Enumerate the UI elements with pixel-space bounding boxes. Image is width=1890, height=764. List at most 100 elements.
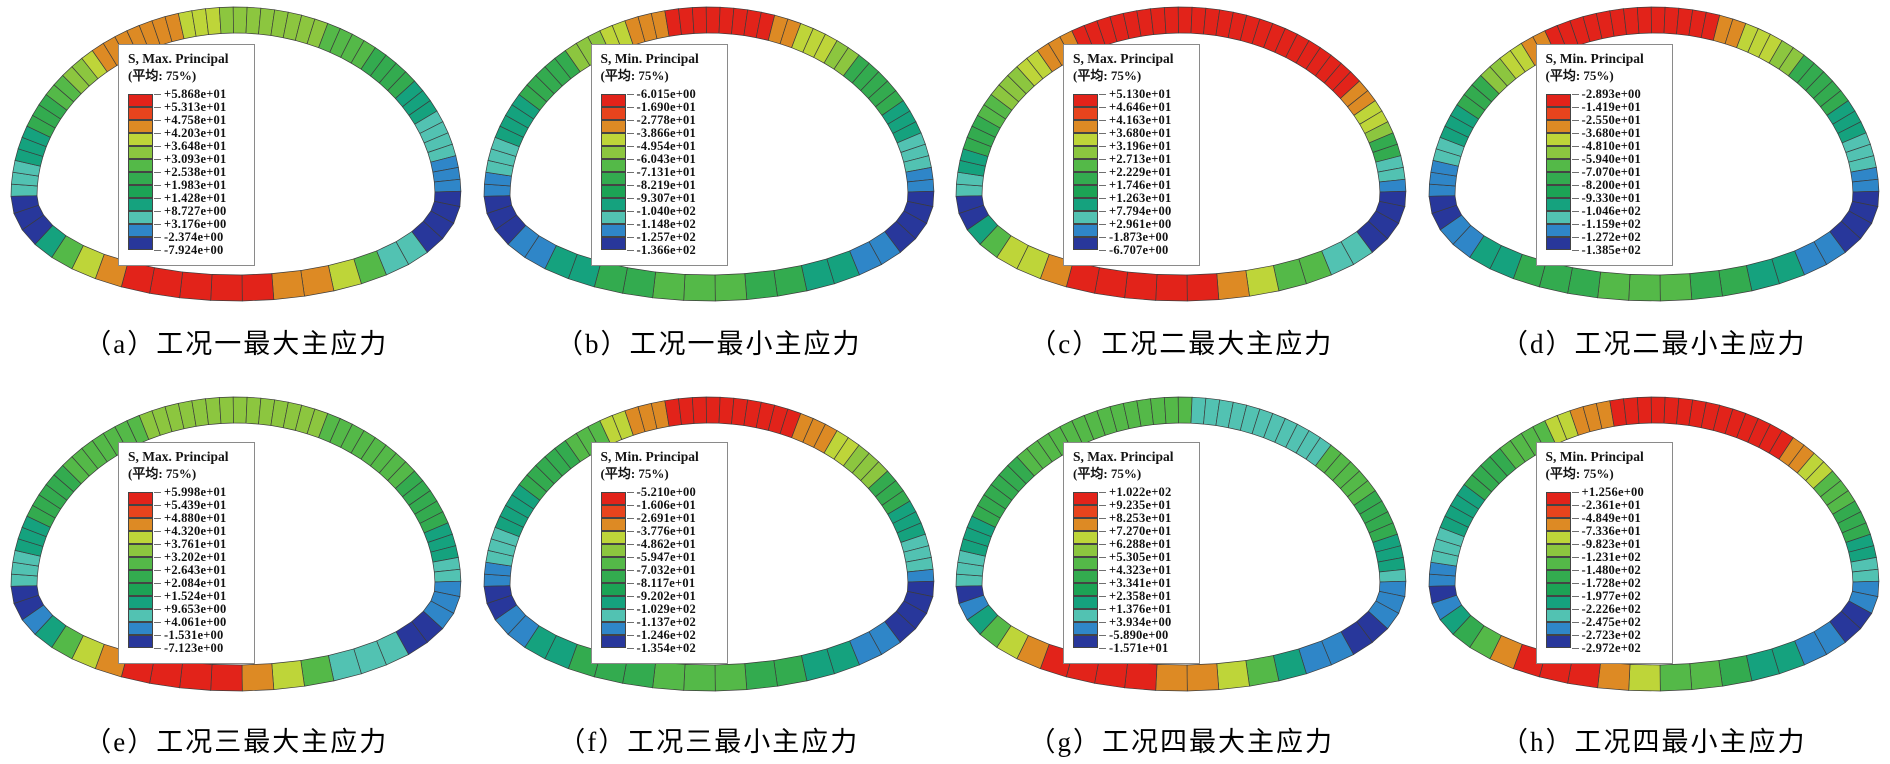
- legend-tick-label: -1.571e+01: [1109, 640, 1169, 655]
- legend-tick-label: -1.137e+02: [636, 614, 696, 629]
- legend-swatch: [1545, 505, 1571, 519]
- legend-tick-mark: [1571, 491, 1579, 493]
- legend-tick-mark: [626, 210, 634, 212]
- lining-element: [210, 664, 243, 692]
- legend-swatch: [1073, 531, 1098, 545]
- lining-element: [743, 270, 778, 300]
- lining-element: [1650, 6, 1665, 34]
- legend-tick: +2.229e+01: [1099, 165, 1171, 179]
- legend-tick: -2.893e+00: [1571, 87, 1641, 101]
- legend-tick: -3.680e+01: [1571, 125, 1641, 140]
- legend-tick: -1.257e+02: [626, 230, 696, 244]
- lining-element: [651, 661, 685, 691]
- panel-b: S, Min. Principal (平均: 75%) -6.015e+00 -1…: [473, 0, 946, 382]
- legend-tick-label: -3.680e+01: [1581, 125, 1641, 140]
- legend-tick-mark: [154, 595, 161, 597]
- legend-tick: -8.200e+01: [1571, 178, 1641, 192]
- legend-tick-mark: [154, 556, 161, 558]
- legend-tick: +1.428e+01: [154, 191, 226, 205]
- legend-tick: -7.924e+00: [154, 243, 223, 257]
- legend-tick: +1.256e+00: [1571, 485, 1644, 499]
- legend-color-scale: +5.998e+01 +5.439e+01 +4.880e+01 +4.320e+01…: [128, 485, 244, 657]
- legend-subtitle: (平均: 75%): [1545, 67, 1614, 83]
- legend-tick: -1.571e+01: [1099, 640, 1169, 655]
- legend-swatch: [1545, 120, 1571, 134]
- legend-tick-label: +3.934e+00: [1109, 614, 1172, 629]
- legend-tick-mark: [1099, 158, 1106, 160]
- legend-tick: -2.550e+01: [1571, 113, 1641, 127]
- legend-tick-mark: [626, 621, 634, 623]
- legend-tick-mark: [1099, 184, 1106, 186]
- legend-tick-mark: [1099, 608, 1106, 610]
- legend-swatch: [128, 94, 153, 108]
- legend-tick-label: -2.475e+02: [1581, 614, 1641, 629]
- caption-c: （c）工况二最大主应力: [1029, 329, 1334, 359]
- lining-element: [10, 585, 39, 604]
- lining-element: [1659, 273, 1692, 302]
- tunnel-contour-h: [1428, 396, 1879, 692]
- legend-swatch: [1073, 107, 1098, 121]
- legend-tick-mark: [1571, 582, 1579, 584]
- legend-tick: +2.084e+01: [154, 575, 227, 590]
- legend-tick-label: +2.084e+01: [164, 575, 227, 590]
- panel-f: S, Min. Principal (平均: 75%) -5.210e+00 -1…: [473, 382, 946, 764]
- legend-tick-label: +1.746e+01: [1109, 177, 1172, 192]
- legend-swatch: [1545, 94, 1571, 108]
- legend-swatch: [128, 596, 153, 610]
- caption-h: （h）工况四最小主应力: [1501, 727, 1807, 757]
- lining-element: [241, 273, 275, 302]
- legend-tick-label: -1.029e+02: [636, 601, 696, 616]
- legend-swatch: [128, 146, 153, 160]
- legend-tick-label: -7.123e+00: [164, 640, 224, 655]
- panel-h: S, Min. Principal (平均: 75%) +1.256e+00 -2…: [1418, 382, 1890, 764]
- legend-tick-mark: [626, 93, 634, 95]
- legend-tick-mark: [626, 569, 634, 571]
- legend-tick-mark: [626, 158, 634, 160]
- legend-swatch: [1073, 120, 1098, 134]
- legend-tick-mark: [154, 530, 161, 532]
- legend-tick-mark: [154, 158, 161, 160]
- tunnel-contour-b: [483, 6, 934, 302]
- lining-element: [1150, 397, 1167, 425]
- stress-legend-f: S, Min. Principal (平均: 75%) -5.210e+00 -1…: [590, 442, 728, 665]
- legend-tick-label: +3.341e+01: [1109, 575, 1172, 590]
- legend-subtitle: (平均: 75%): [600, 67, 669, 83]
- legend-tick-label: -1.148e+02: [636, 216, 696, 231]
- legend-tick-label: +1.376e+01: [1109, 601, 1172, 616]
- legend-swatch: [128, 609, 153, 623]
- legend-tick-label: +4.323e+01: [1109, 562, 1172, 577]
- legend-swatch: [128, 211, 153, 225]
- legend-swatch: [128, 133, 153, 147]
- lining-element: [1177, 6, 1193, 34]
- legend-swatch: [1545, 557, 1571, 571]
- legend-tick-mark: [1099, 556, 1106, 558]
- legend-tick: -9.202e+01: [626, 589, 696, 603]
- lining-element: [743, 660, 778, 690]
- legend-tick: -4.862e+01: [626, 537, 696, 551]
- legend-subtitle: (平均: 75%): [1073, 67, 1142, 83]
- legend-tick: -1.977e+02: [1571, 589, 1641, 603]
- lining-element: [232, 6, 248, 34]
- legend-tick: -8.219e+01: [626, 178, 696, 192]
- legend-tick-mark: [1099, 197, 1106, 199]
- legend-tick-mark: [1099, 582, 1106, 584]
- legend-tick-mark: [626, 184, 634, 186]
- legend-tick-mark: [154, 543, 161, 545]
- stress-legend-h: S, Min. Principal (平均: 75%) +1.256e+00 -2…: [1535, 442, 1673, 665]
- legend-tick: -6.707e+00: [1099, 243, 1168, 257]
- legend-tick: -1.354e+02: [626, 641, 696, 655]
- legend-tick: +3.761e+01: [154, 537, 226, 551]
- lining-element: [205, 7, 222, 35]
- legend-swatch: [600, 224, 626, 238]
- legend-color-scale: -5.210e+00 -1.606e+01 -2.691e+01 -3.776e+01…: [600, 485, 717, 657]
- caption-f: （f）工况三最小主应力: [558, 727, 860, 757]
- stress-legend-e: S, Max. Principal (平均: 75%) +5.998e+01 +5…: [118, 442, 255, 665]
- legend-tick-mark: [154, 569, 161, 571]
- legend-tick-mark: [154, 223, 161, 225]
- legend-tick-label: -1.690e+01: [636, 99, 696, 114]
- legend-swatch: [600, 120, 626, 134]
- legend-tick: -2.723e+02: [1571, 628, 1641, 642]
- panel-d: S, Min. Principal (平均: 75%) -2.893e+00 -1…: [1418, 0, 1890, 382]
- legend-tick: -2.361e+01: [1571, 498, 1641, 512]
- legend-tick: +7.794e+00: [1099, 204, 1171, 218]
